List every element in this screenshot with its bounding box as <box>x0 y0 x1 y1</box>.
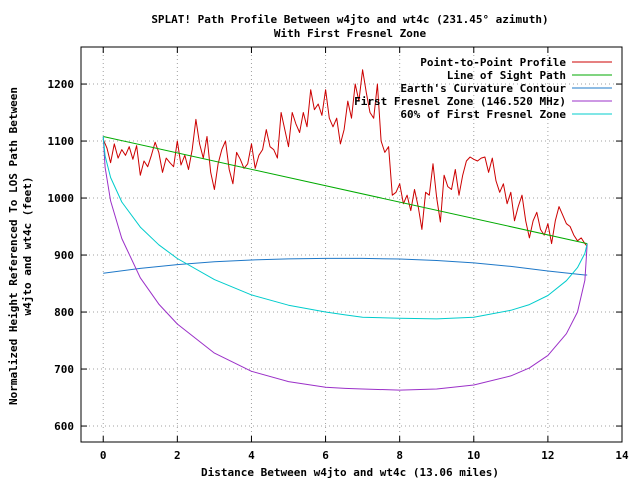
series-line-line-of-sight-path <box>103 136 588 245</box>
legend-label: 60% of First Fresnel Zone <box>400 108 566 121</box>
x-tick-label: 6 <box>322 449 329 462</box>
series-line-60-of-first-fresnel-zone <box>102 136 588 320</box>
y-tick-label: 800 <box>54 306 74 319</box>
series-line-point-to-point-profile <box>102 69 588 247</box>
x-tick-label: 10 <box>467 449 480 462</box>
x-tick-label: 0 <box>100 449 107 462</box>
y-tick-label: 1100 <box>48 135 75 148</box>
x-tick-label: 4 <box>248 449 255 462</box>
x-tick-label: 14 <box>615 449 629 462</box>
x-axis-label: Distance Between w4jto and wt4c (13.06 m… <box>201 466 499 479</box>
axis-ticks: 0 2 4 6 8 10 12 14 600 700 800 900 1000 1100 1200 <box>48 47 629 462</box>
y-tick-label: 1000 <box>48 192 75 205</box>
legend-label: First Fresnel Zone (146.520 MHz) <box>354 95 566 108</box>
y-axis-label-line2: w4jto and wt4c (feet) <box>21 176 34 315</box>
y-tick-label: 900 <box>54 249 74 262</box>
series-line-earth-s-curvature-contour <box>103 257 588 276</box>
y-tick-label: 1200 <box>48 78 75 91</box>
y-tick-label: 700 <box>54 363 74 376</box>
legend-label: Earth's Curvature Contour <box>400 82 566 95</box>
x-tick-label: 2 <box>174 449 181 462</box>
plot-frame <box>80 46 623 443</box>
legend-label: Point-to-Point Profile <box>420 56 566 69</box>
chart-subtitle: With First Fresnel Zone <box>274 27 427 40</box>
series-line-first-fresnel-zone-146-520-mhz <box>102 136 588 391</box>
series-layer <box>102 69 588 391</box>
chart-title: SPLAT! Path Profile Between w4jto and wt… <box>151 13 548 26</box>
x-tick-label: 12 <box>541 449 554 462</box>
y-tick-label: 600 <box>54 420 74 433</box>
y-axis-label-line1: Normalized Height Referenced To LOS Path… <box>7 87 20 405</box>
x-tick-label: 8 <box>396 449 403 462</box>
legend-label: Line of Sight Path <box>447 69 566 82</box>
